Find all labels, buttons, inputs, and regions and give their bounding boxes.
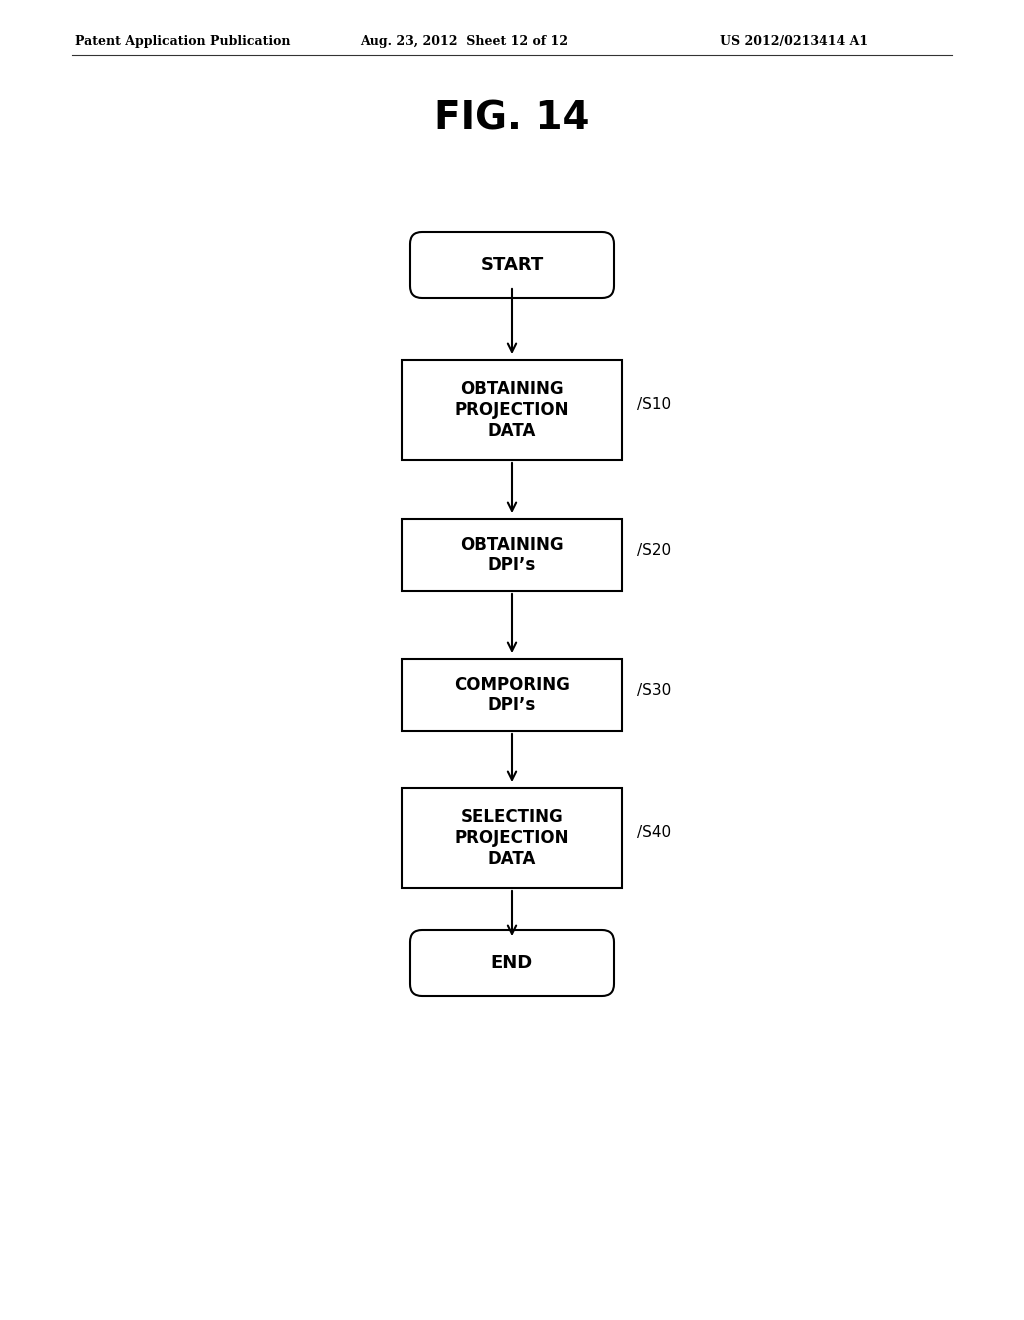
Text: /S10: /S10 bbox=[637, 397, 671, 412]
Text: SELECTING
PROJECTION
DATA: SELECTING PROJECTION DATA bbox=[455, 808, 569, 867]
Text: OBTAINING
DPI’s: OBTAINING DPI’s bbox=[460, 536, 564, 574]
FancyBboxPatch shape bbox=[402, 519, 622, 591]
Text: END: END bbox=[490, 954, 534, 972]
FancyBboxPatch shape bbox=[410, 232, 614, 298]
Text: /S40: /S40 bbox=[637, 825, 671, 841]
Text: Aug. 23, 2012  Sheet 12 of 12: Aug. 23, 2012 Sheet 12 of 12 bbox=[360, 36, 568, 48]
Text: /S20: /S20 bbox=[637, 543, 671, 557]
FancyBboxPatch shape bbox=[402, 788, 622, 888]
Text: COMPORING
DPI’s: COMPORING DPI’s bbox=[454, 676, 570, 714]
Text: US 2012/0213414 A1: US 2012/0213414 A1 bbox=[720, 36, 868, 48]
FancyBboxPatch shape bbox=[402, 360, 622, 459]
Text: FIG. 14: FIG. 14 bbox=[434, 100, 590, 139]
Text: Patent Application Publication: Patent Application Publication bbox=[75, 36, 291, 48]
Text: START: START bbox=[480, 256, 544, 275]
Text: OBTAINING
PROJECTION
DATA: OBTAINING PROJECTION DATA bbox=[455, 380, 569, 440]
FancyBboxPatch shape bbox=[410, 931, 614, 997]
FancyBboxPatch shape bbox=[402, 659, 622, 731]
Text: /S30: /S30 bbox=[637, 682, 672, 697]
